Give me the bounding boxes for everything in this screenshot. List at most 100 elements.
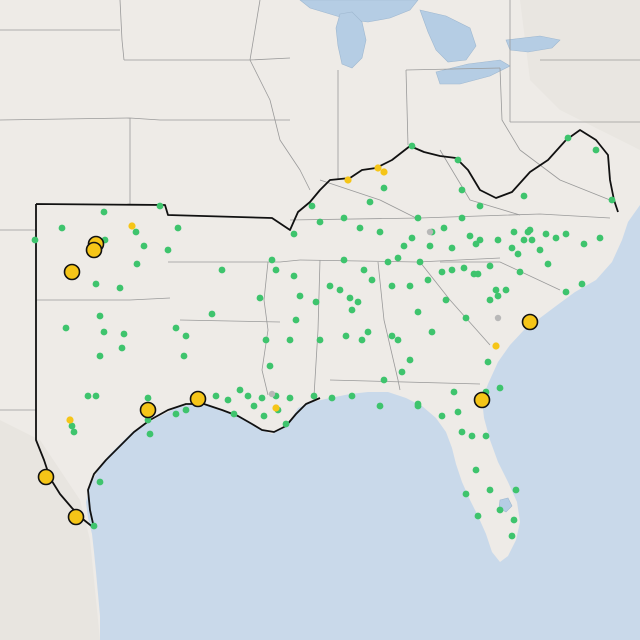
station-marker-green[interactable] [132,228,140,236]
station-marker-yellow[interactable] [380,168,388,176]
station-marker-green[interactable] [218,266,226,274]
station-marker-green[interactable] [316,336,324,344]
station-marker-green[interactable] [356,224,364,232]
station-marker-green[interactable] [472,466,480,474]
station-marker-green[interactable] [486,486,494,494]
station-marker-green[interactable] [552,234,560,242]
station-marker-green[interactable] [92,280,100,288]
station-marker-green[interactable] [260,412,268,420]
station-marker-green[interactable] [520,236,528,244]
station-marker-green[interactable] [472,240,480,248]
station-marker-green[interactable] [388,332,396,340]
station-marker-green[interactable] [266,362,274,370]
station-marker-green[interactable] [462,490,470,498]
station-marker-green[interactable] [562,230,570,238]
station-marker-green[interactable] [286,394,294,402]
station-marker-green[interactable] [182,332,190,340]
station-marker-green[interactable] [516,268,524,276]
station-marker-green[interactable] [428,328,436,336]
station-marker-green[interactable] [310,392,318,400]
station-marker-green[interactable] [424,276,432,284]
station-marker-green[interactable] [262,336,270,344]
station-marker-green[interactable] [408,234,416,242]
station-marker-green[interactable] [458,186,466,194]
station-marker-green[interactable] [384,258,392,266]
station-marker-green[interactable] [258,394,266,402]
station-marker-green[interactable] [272,266,280,274]
station-marker-green[interactable] [448,244,456,252]
station-marker-green[interactable] [62,324,70,332]
station-marker-green[interactable] [376,228,384,236]
station-marker-green[interactable] [580,240,588,248]
station-marker-green[interactable] [286,336,294,344]
station-marker-green[interactable] [326,282,334,290]
station-marker-green[interactable] [120,330,128,338]
station-marker-green[interactable] [308,202,316,210]
station-marker-green[interactable] [492,286,500,294]
station-marker-green[interactable] [90,522,98,530]
station-marker-green[interactable] [164,246,172,254]
highlighted-station-marker[interactable] [473,391,491,409]
station-marker-yellow[interactable] [66,416,74,424]
station-marker-green[interactable] [316,218,324,226]
station-marker-green[interactable] [400,242,408,250]
station-marker-green[interactable] [414,214,422,222]
station-marker-green[interactable] [440,224,448,232]
station-marker-green[interactable] [458,214,466,222]
station-marker-green[interactable] [494,292,502,300]
station-marker-green[interactable] [564,134,572,142]
station-marker-green[interactable] [84,392,92,400]
station-marker-green[interactable] [376,402,384,410]
station-marker-green[interactable] [380,376,388,384]
highlighted-station-marker[interactable] [189,390,207,408]
highlighted-station-marker[interactable] [67,508,85,526]
station-marker-green[interactable] [442,296,450,304]
station-marker-yellow[interactable] [374,164,382,172]
station-marker-green[interactable] [592,146,600,154]
station-marker-green[interactable] [340,214,348,222]
station-marker-green[interactable] [458,428,466,436]
station-marker-green[interactable] [236,386,244,394]
station-marker-yellow[interactable] [492,342,500,350]
station-marker-green[interactable] [450,388,458,396]
station-marker-green[interactable] [144,416,152,424]
station-marker-green[interactable] [496,384,504,392]
station-marker-green[interactable] [496,506,504,514]
station-marker-green[interactable] [212,392,220,400]
station-marker-green[interactable] [596,234,604,242]
station-marker-green[interactable] [140,242,148,250]
station-marker-green[interactable] [366,198,374,206]
station-marker-green[interactable] [438,268,446,276]
station-marker-green[interactable] [406,356,414,364]
station-marker-green[interactable] [70,428,78,436]
station-marker-green[interactable] [468,432,476,440]
station-marker-green[interactable] [256,294,264,302]
station-marker-green[interactable] [416,258,424,266]
station-marker-green[interactable] [528,236,536,244]
station-marker-green[interactable] [536,246,544,254]
station-marker-green[interactable] [250,402,258,410]
station-marker-green[interactable] [578,280,586,288]
station-marker-green[interactable] [346,294,354,302]
station-marker-green[interactable] [282,420,290,428]
station-marker-green[interactable] [268,256,276,264]
station-marker-green[interactable] [100,328,108,336]
station-marker-green[interactable] [398,368,406,376]
station-marker-green[interactable] [180,352,188,360]
station-marker-green[interactable] [133,260,141,268]
station-marker-green[interactable] [230,410,238,418]
station-marker-green[interactable] [476,202,484,210]
station-marker-green[interactable] [312,298,320,306]
highlighted-station-marker[interactable] [139,401,157,419]
station-marker-green[interactable] [340,256,348,264]
station-marker-green[interactable] [31,236,39,244]
station-marker-green[interactable] [394,254,402,262]
station-marker-green[interactable] [486,262,494,270]
station-marker-green[interactable] [520,192,528,200]
station-marker-yellow[interactable] [344,176,352,184]
station-marker-green[interactable] [354,298,362,306]
station-marker-green[interactable] [394,336,402,344]
station-marker-green[interactable] [484,358,492,366]
station-marker-green[interactable] [542,230,550,238]
